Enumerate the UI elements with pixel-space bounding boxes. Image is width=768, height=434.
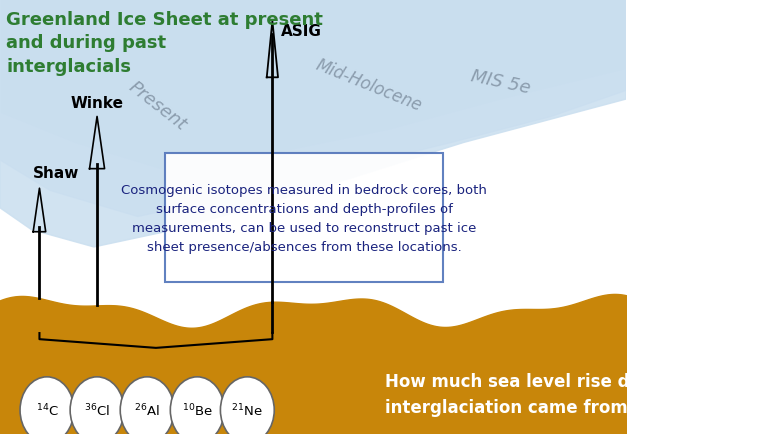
Ellipse shape: [121, 377, 174, 434]
Text: $^{10}$Be: $^{10}$Be: [182, 402, 213, 418]
Text: $^{36}$Cl: $^{36}$Cl: [84, 402, 110, 418]
Text: $^{26}$Al: $^{26}$Al: [134, 402, 160, 418]
Text: MIS 5e: MIS 5e: [469, 67, 532, 97]
Text: $^{14}$C: $^{14}$C: [35, 402, 58, 418]
Text: ASIG: ASIG: [281, 24, 322, 39]
Polygon shape: [0, 0, 626, 174]
Text: Winke: Winke: [71, 95, 124, 111]
Ellipse shape: [170, 377, 224, 434]
Ellipse shape: [20, 377, 74, 434]
Ellipse shape: [220, 377, 274, 434]
Text: Present: Present: [125, 78, 190, 134]
Polygon shape: [0, 0, 626, 247]
FancyBboxPatch shape: [164, 154, 443, 282]
Text: Greenland Ice Sheet at present
and during past
interglacials: Greenland Ice Sheet at present and durin…: [6, 11, 323, 76]
Text: How much sea level rise during the last
interglaciation came from Greenland?: How much sea level rise during the last …: [385, 372, 756, 416]
Text: Cosmogenic isotopes measured in bedrock cores, both
surface concentrations and d: Cosmogenic isotopes measured in bedrock …: [121, 183, 487, 253]
Polygon shape: [0, 0, 626, 217]
Text: Shaw: Shaw: [33, 166, 80, 181]
Ellipse shape: [70, 377, 124, 434]
Text: Mid-Holocene: Mid-Holocene: [313, 56, 425, 115]
Text: $^{21}$Ne: $^{21}$Ne: [231, 402, 263, 418]
